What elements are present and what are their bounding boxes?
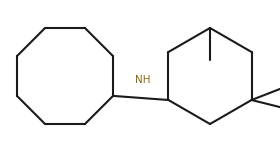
Text: NH: NH bbox=[135, 75, 150, 85]
